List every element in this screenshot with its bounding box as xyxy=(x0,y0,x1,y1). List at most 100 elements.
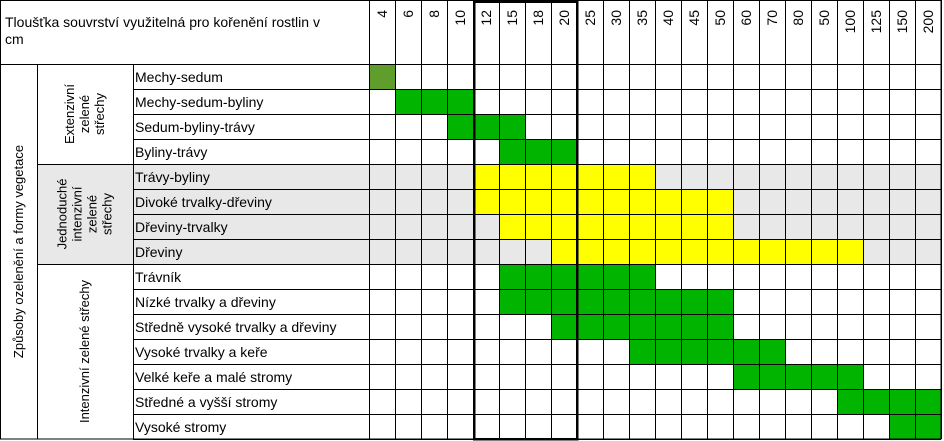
row-label: Středně vysoké trvalky a dřeviny xyxy=(135,319,337,335)
range-cell xyxy=(733,364,759,389)
range-cell xyxy=(811,364,837,389)
row-label: Byliny-trávy xyxy=(135,144,207,160)
group-label: Jednoduchéintenzivnízelenéstřechy xyxy=(55,179,115,250)
row-label: Velké keře a malé stromy xyxy=(135,369,292,385)
range-cell xyxy=(707,239,733,264)
column-header-label: 20 xyxy=(556,10,572,26)
column-header-label: 35 xyxy=(634,10,650,26)
column-header-label: 125 xyxy=(868,10,884,34)
header-title: Tloušťka souvrství využitelná pro kořeně… xyxy=(5,14,320,47)
range-cell xyxy=(551,314,577,339)
range-cell xyxy=(863,389,889,414)
range-cell xyxy=(551,189,577,214)
range-cell xyxy=(603,264,629,289)
range-cell xyxy=(395,89,421,114)
range-cell xyxy=(499,264,525,289)
range-cell xyxy=(499,289,525,314)
range-cell xyxy=(681,189,707,214)
column-header-label: 70 xyxy=(764,10,780,26)
range-cell xyxy=(447,114,473,139)
range-cell xyxy=(629,339,655,364)
row-label: Divoké trvalky-dřeviny xyxy=(135,194,272,210)
range-cell xyxy=(551,214,577,239)
range-cell xyxy=(655,239,681,264)
column-header-label: 18 xyxy=(530,10,546,26)
labels: Tloušťka souvrství využitelná pro kořeně… xyxy=(5,10,936,435)
range-cell xyxy=(785,239,811,264)
range-cell xyxy=(447,89,473,114)
range-cell xyxy=(889,389,915,414)
range-cell xyxy=(629,164,655,189)
range-cell xyxy=(473,189,499,214)
row-label: Nízké trvalky a dřeviny xyxy=(135,294,276,310)
column-header-label: 80 xyxy=(790,10,806,26)
range-cell xyxy=(603,189,629,214)
range-cell xyxy=(837,389,863,414)
range-cell xyxy=(577,189,603,214)
range-cell xyxy=(681,214,707,239)
range-cell xyxy=(603,239,629,264)
main-category-label: Způsoby ozelenění a formy vegetace xyxy=(11,145,26,358)
range-cell xyxy=(759,339,785,364)
column-header-label: 25 xyxy=(582,10,598,26)
range-cell xyxy=(759,239,785,264)
range-cell xyxy=(759,364,785,389)
range-cell xyxy=(733,339,759,364)
range-cell xyxy=(629,214,655,239)
column-header-label: 150 xyxy=(894,10,910,34)
range-cell xyxy=(525,264,551,289)
range-cell xyxy=(577,314,603,339)
range-cell xyxy=(681,314,707,339)
range-cell xyxy=(525,214,551,239)
column-header-label: 45 xyxy=(686,10,702,26)
range-cell xyxy=(499,114,525,139)
range-cell xyxy=(603,164,629,189)
row-label: Středné a vyšší stromy xyxy=(135,394,277,410)
range-cell xyxy=(629,289,655,314)
range-cell xyxy=(837,364,863,389)
range-cell xyxy=(655,214,681,239)
range-cell xyxy=(603,289,629,314)
fill-cells xyxy=(369,64,941,439)
range-cell xyxy=(785,364,811,389)
range-cell xyxy=(577,289,603,314)
range-cell xyxy=(915,389,941,414)
column-header-label: 50 xyxy=(816,10,832,26)
range-cell xyxy=(629,314,655,339)
row-label: Dřeviny xyxy=(135,244,182,260)
column-header-label: 8 xyxy=(426,10,442,18)
range-cell xyxy=(707,214,733,239)
row-label: Vysoké trvalky a keře xyxy=(135,344,268,360)
range-cell xyxy=(811,239,837,264)
range-cell xyxy=(655,339,681,364)
range-cell xyxy=(707,189,733,214)
column-header-label: 40 xyxy=(660,10,676,26)
column-header-label: 6 xyxy=(400,10,416,18)
column-header-label: 15 xyxy=(504,10,520,26)
range-cell xyxy=(655,189,681,214)
range-cell xyxy=(499,164,525,189)
column-header-label: 100 xyxy=(842,10,858,34)
range-cell xyxy=(629,264,655,289)
column-header-label: 12 xyxy=(478,10,494,26)
range-cell xyxy=(551,289,577,314)
shaded-row-bg xyxy=(37,214,941,239)
row-label: Mechy-sedum-byliny xyxy=(135,94,263,110)
range-cell xyxy=(681,289,707,314)
range-cell xyxy=(525,139,551,164)
range-cell xyxy=(421,89,447,114)
range-cell xyxy=(603,214,629,239)
group-label: Intenzivní zelené střechy xyxy=(77,279,92,423)
range-cell xyxy=(681,239,707,264)
column-header-label: 200 xyxy=(920,10,936,34)
range-cell xyxy=(733,239,759,264)
range-cell xyxy=(681,339,707,364)
range-cell xyxy=(889,414,915,439)
range-cell xyxy=(551,239,577,264)
row-label: Dřeviny-trvalky xyxy=(135,219,228,235)
range-cell xyxy=(629,189,655,214)
range-cell xyxy=(551,164,577,189)
